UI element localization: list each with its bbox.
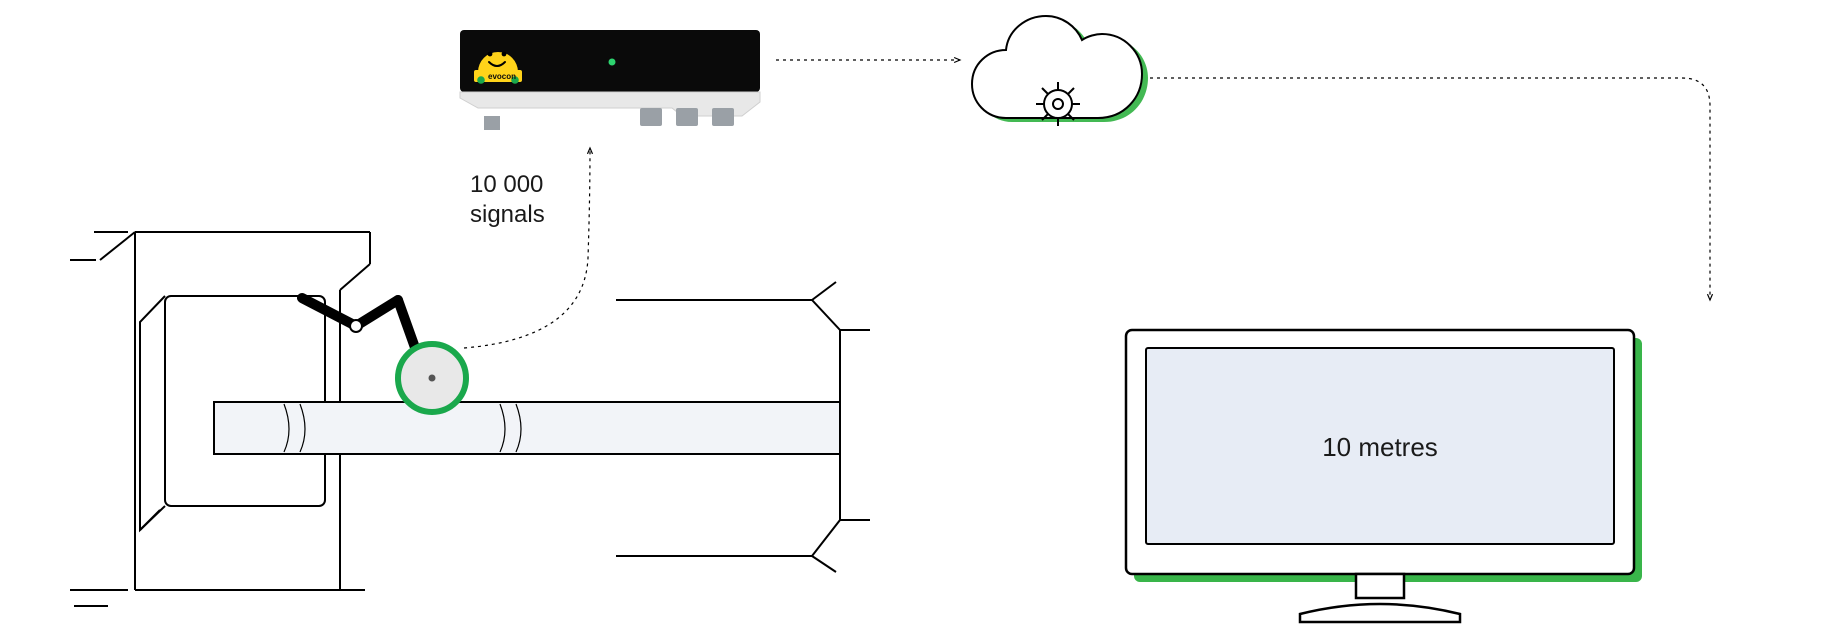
signals-label-line2: signals (470, 200, 545, 230)
machine-node (70, 232, 870, 606)
monitor-node: 10 metres (1126, 330, 1642, 622)
edge-cloud-monitor (1150, 78, 1710, 300)
device-node: evocon (460, 30, 760, 130)
signals-label-line1: 10 000 (470, 170, 545, 200)
status-led-icon (609, 59, 616, 66)
monitor-text: 10 metres (1322, 432, 1438, 462)
diagram-svg: evocon (0, 0, 1834, 634)
signals-label: 10 000 signals (470, 170, 545, 230)
diagram-root: evocon (0, 0, 1834, 634)
cloud-node (972, 16, 1148, 126)
device-logo-text: evocon (488, 72, 516, 81)
